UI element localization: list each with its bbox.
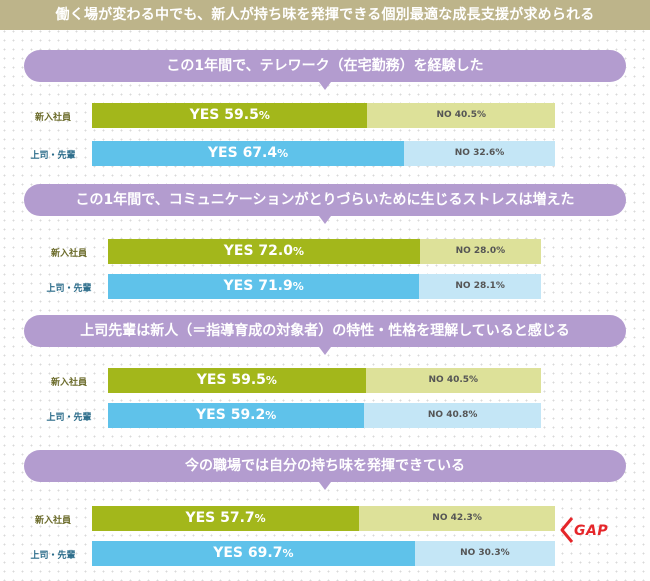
no-bar: NO 32.6% [404,141,555,166]
no-bar: NO 28.1% [419,274,541,299]
no-value-label: 28.0% [473,246,506,256]
category-label: 新入社員 [34,516,71,526]
yes-bar: YES 71.9% [108,274,420,299]
yes-value-label: 59.2 [230,407,266,423]
yes-series-label: YES [223,278,259,294]
no-value-label: 42.3% [450,513,482,523]
no-bar: NO 40.5% [365,368,541,393]
no-value-label: 40.8% [446,410,478,420]
percent-sign: % [292,280,304,293]
category-label: 上司・先輩 [30,151,76,161]
question-title: 今の職場では自分の持ち味を発揮できている [24,450,626,482]
percent-sign: % [265,409,277,422]
no-series-label: NO [455,246,474,256]
yes-bar: YES 59.5% [92,103,368,128]
no-bar: NO 28.0% [419,239,541,264]
percent-sign: % [292,245,304,258]
pointer-arrow-icon [319,82,331,90]
no-series-label: NO [454,148,474,158]
no-value-label: 40.5% [446,375,479,385]
category-label: 新入社員 [34,113,71,123]
percent-sign: % [265,374,277,387]
category-label: 上司・先輩 [46,413,92,423]
yes-bar: YES 72.0% [108,239,420,264]
yes-bar: YES 57.7% [92,506,360,531]
pointer-arrow-icon [319,482,331,490]
no-bar: NO 30.3% [414,541,555,566]
no-series-label: NO [455,281,474,291]
gap-bracket-icon [560,517,574,543]
yes-series-label: YES [189,107,225,123]
no-series-label: NO [432,513,451,523]
yes-bar: YES 69.7% [92,541,415,566]
no-value-label: 28.1% [473,281,505,291]
percent-sign: % [258,109,270,122]
pointer-arrow-icon [319,216,331,224]
no-series-label: NO [428,375,447,385]
no-bar: NO 42.3% [359,506,555,531]
no-series-label: NO [427,410,447,420]
yes-series-label: YES [207,145,243,161]
no-value-label: 40.5% [454,110,487,120]
page-title: 働く場が変わる中でも、新人が持ち味を発揮できる個別最適な成長支援が求められる [0,0,650,30]
category-label: 上司・先輩 [46,284,92,294]
yes-value-label: 57.7 [220,510,255,526]
yes-value-label: 69.7 [247,545,283,561]
yes-series-label: YES [196,372,232,388]
no-value-label: 32.6% [473,148,505,158]
percent-sign: % [277,147,289,160]
yes-series-label: YES [223,243,259,259]
yes-series-label: YES [213,545,248,561]
category-label: 新入社員 [50,378,87,388]
question-title: この1年間で、テレワーク（在宅勤務）を経験した [24,50,626,82]
no-series-label: NO [460,548,479,558]
question-title: この1年間で、コミュニケーションがとりづらいために生じるストレスは増えた [24,184,626,216]
no-bar: NO 40.5% [367,103,555,128]
yes-value-label: 59.5 [231,372,266,388]
percent-sign: % [282,547,294,560]
percent-sign: % [254,512,266,525]
no-bar: NO 40.8% [364,403,541,428]
category-label: 上司・先輩 [30,551,76,561]
yes-value-label: 72.0 [258,243,293,259]
category-label: 新入社員 [50,249,87,259]
yes-value-label: 67.4 [242,145,278,161]
yes-series-label: YES [196,407,231,423]
yes-series-label: YES [185,510,221,526]
yes-value-label: 71.9 [258,278,293,294]
no-series-label: NO [436,110,455,120]
no-value-label: 30.3% [478,548,510,558]
gap-label: GAP [574,523,609,539]
yes-bar: YES 59.2% [108,403,365,428]
pointer-arrow-icon [319,347,331,355]
yes-value-label: 59.5 [224,107,259,123]
yes-bar: YES 59.5% [108,368,366,393]
yes-bar: YES 67.4% [92,141,405,166]
question-title: 上司先輩は新人（＝指導育成の対象者）の特性・性格を理解していると感じる [24,315,626,347]
